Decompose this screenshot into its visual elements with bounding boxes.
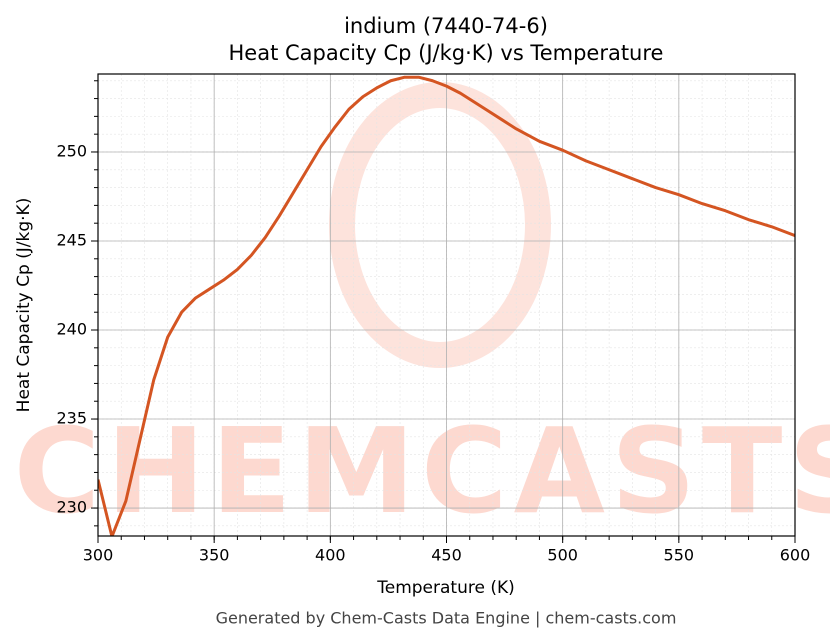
chart-subtitle: Heat Capacity Cp (J/kg·K) vs Temperature: [229, 41, 664, 65]
plot-frame: [97, 73, 796, 537]
x-axis-label: Temperature (K): [376, 578, 515, 598]
x-tick-label: 400: [315, 546, 346, 565]
watermark-ring: [329, 82, 551, 368]
y-tick-label: 240: [56, 320, 87, 339]
y-tick-label: 245: [56, 230, 87, 249]
x-tick-label: 600: [780, 546, 811, 565]
watermark: CHEMCASTS: [14, 402, 830, 540]
x-tick-label: 450: [431, 546, 462, 565]
footer: Generated by Chem-Casts Data Engine | ch…: [216, 609, 677, 628]
y-tick-label: 235: [56, 409, 87, 428]
y-axis-label: Heat Capacity Cp (J/kg·K): [14, 198, 34, 413]
x-tick-label: 550: [664, 546, 695, 565]
x-tick-label: 350: [199, 546, 230, 565]
x-tick-label: 300: [83, 546, 114, 565]
chart-title: indium (7440-74-6): [344, 14, 548, 38]
x-tick-label: 500: [547, 546, 578, 565]
data-line: [98, 75, 795, 536]
y-tick-label: 250: [56, 141, 87, 160]
y-tick-label: 230: [56, 498, 87, 517]
